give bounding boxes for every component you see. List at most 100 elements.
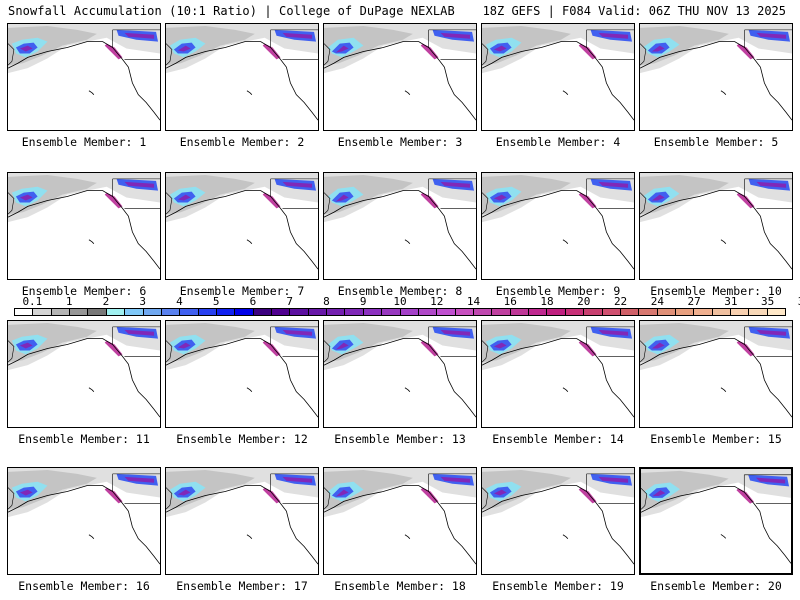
ensemble-map-panel — [639, 23, 793, 131]
colorbar-label: 4 — [176, 295, 183, 308]
colorbar-label: 1 — [65, 295, 73, 308]
snow-coast — [104, 487, 123, 504]
border-line — [270, 29, 318, 60]
border-line — [743, 474, 791, 504]
panel-label: Ensemble Member: 3 — [337, 135, 463, 149]
panel-label: Ensemble Member: 10 — [650, 284, 782, 298]
snow-max-alaska — [177, 194, 191, 201]
colorbar-label: 39 — [798, 295, 800, 308]
panel-label: Ensemble Member: 17 — [176, 579, 308, 593]
panel-label: Ensemble Member: 2 — [179, 135, 305, 149]
snow-canada-max — [440, 181, 471, 188]
snowfall-map — [166, 173, 318, 270]
snow-max-alaska — [335, 45, 349, 53]
ensemble-map-panel — [7, 467, 161, 575]
colorbar-label: 22 — [613, 295, 628, 308]
snow-max-alaska — [493, 342, 507, 349]
colorbar-label: 12 — [430, 295, 444, 308]
snow-coast — [578, 487, 597, 504]
border-line — [428, 326, 476, 357]
snow-coast — [736, 43, 755, 60]
panel-label: Ensemble Member: 12 — [176, 432, 308, 446]
hawaii-islands — [88, 534, 95, 539]
snow-gray-mid — [8, 322, 97, 363]
border-line — [428, 473, 476, 504]
colorbar-cell — [143, 309, 162, 315]
alaska-coast — [482, 340, 489, 363]
border-line — [744, 326, 792, 357]
alaska-coast — [166, 487, 173, 510]
colorbar-cell — [88, 309, 107, 315]
hawaii-islands — [562, 239, 569, 244]
coastline — [640, 190, 792, 270]
snow-gray-mid — [166, 25, 255, 66]
snow-coast — [736, 192, 755, 209]
snow-coast — [262, 43, 281, 60]
snow-max-alaska — [335, 342, 349, 350]
snowfall-map — [640, 321, 792, 418]
snow-canada-max — [756, 181, 787, 188]
colorbar-cell — [327, 309, 346, 315]
colorbar-cell — [473, 309, 493, 315]
snow-gray-mid — [8, 174, 97, 215]
snow-gray-mid — [166, 469, 255, 510]
snow-canada-max — [756, 32, 787, 39]
colorbar-label: 6 — [249, 295, 257, 308]
border-line — [586, 473, 634, 504]
border-line — [428, 29, 476, 60]
alaska-coast — [8, 487, 15, 510]
snow-max-alaska — [651, 342, 665, 349]
colorbar-label: 0.1 — [22, 295, 43, 308]
panel-label: Ensemble Member: 5 — [653, 135, 779, 149]
border-line — [112, 473, 160, 504]
snowfall-map — [640, 173, 792, 270]
snow-gray-mid — [8, 25, 97, 66]
colorbar-cell — [620, 309, 640, 315]
border-line — [270, 326, 318, 357]
snowfall-map — [324, 468, 476, 565]
alaska-coast — [166, 192, 173, 215]
snow-coast — [420, 43, 439, 60]
colorbar-cell — [345, 309, 364, 315]
coastline — [8, 190, 160, 270]
snow-canada-max — [440, 329, 471, 336]
snow-canada-max — [124, 329, 155, 336]
snow-gray-mid — [482, 174, 571, 215]
alaska-coast — [166, 43, 173, 66]
snow-canada-max — [124, 181, 155, 188]
border-line — [586, 29, 634, 60]
border-line — [112, 326, 160, 357]
snowfall-map — [8, 321, 160, 418]
ensemble-map-panel — [165, 23, 319, 131]
colorbar-cell — [180, 309, 199, 315]
snowfall-map — [324, 173, 476, 270]
snow-max-alaska — [493, 45, 507, 52]
hawaii-islands — [404, 239, 411, 244]
colorbar-label: 14 — [466, 295, 481, 308]
snow-canada-max — [282, 329, 313, 336]
colorbar-cell — [363, 309, 383, 315]
colorbar-cell — [529, 309, 548, 315]
coastline — [166, 190, 318, 270]
snowfall-map — [8, 173, 160, 270]
panel-label: Ensemble Member: 9 — [495, 284, 621, 298]
ensemble-map-panel — [639, 320, 793, 428]
border-line — [270, 178, 318, 209]
snow-canada-max — [282, 32, 313, 39]
hawaii-islands — [88, 90, 95, 95]
snow-gray-mid — [640, 25, 729, 66]
panel-label: Ensemble Member: 13 — [334, 432, 466, 446]
snow-coast — [262, 487, 281, 504]
colorbar-cell — [308, 309, 328, 315]
snow-canada-max — [598, 476, 629, 483]
snow-gray-mid — [482, 469, 571, 510]
snow-canada-max — [124, 476, 155, 483]
alaska-coast — [8, 43, 15, 66]
snow-max-alaska — [19, 194, 33, 201]
alaska-coast — [8, 192, 15, 215]
hawaii-islands — [720, 239, 727, 244]
snow-max-alaska — [177, 342, 191, 349]
hawaii-islands — [562, 534, 569, 539]
ensemble-map-panel — [639, 467, 793, 575]
snow-coast — [420, 487, 439, 504]
